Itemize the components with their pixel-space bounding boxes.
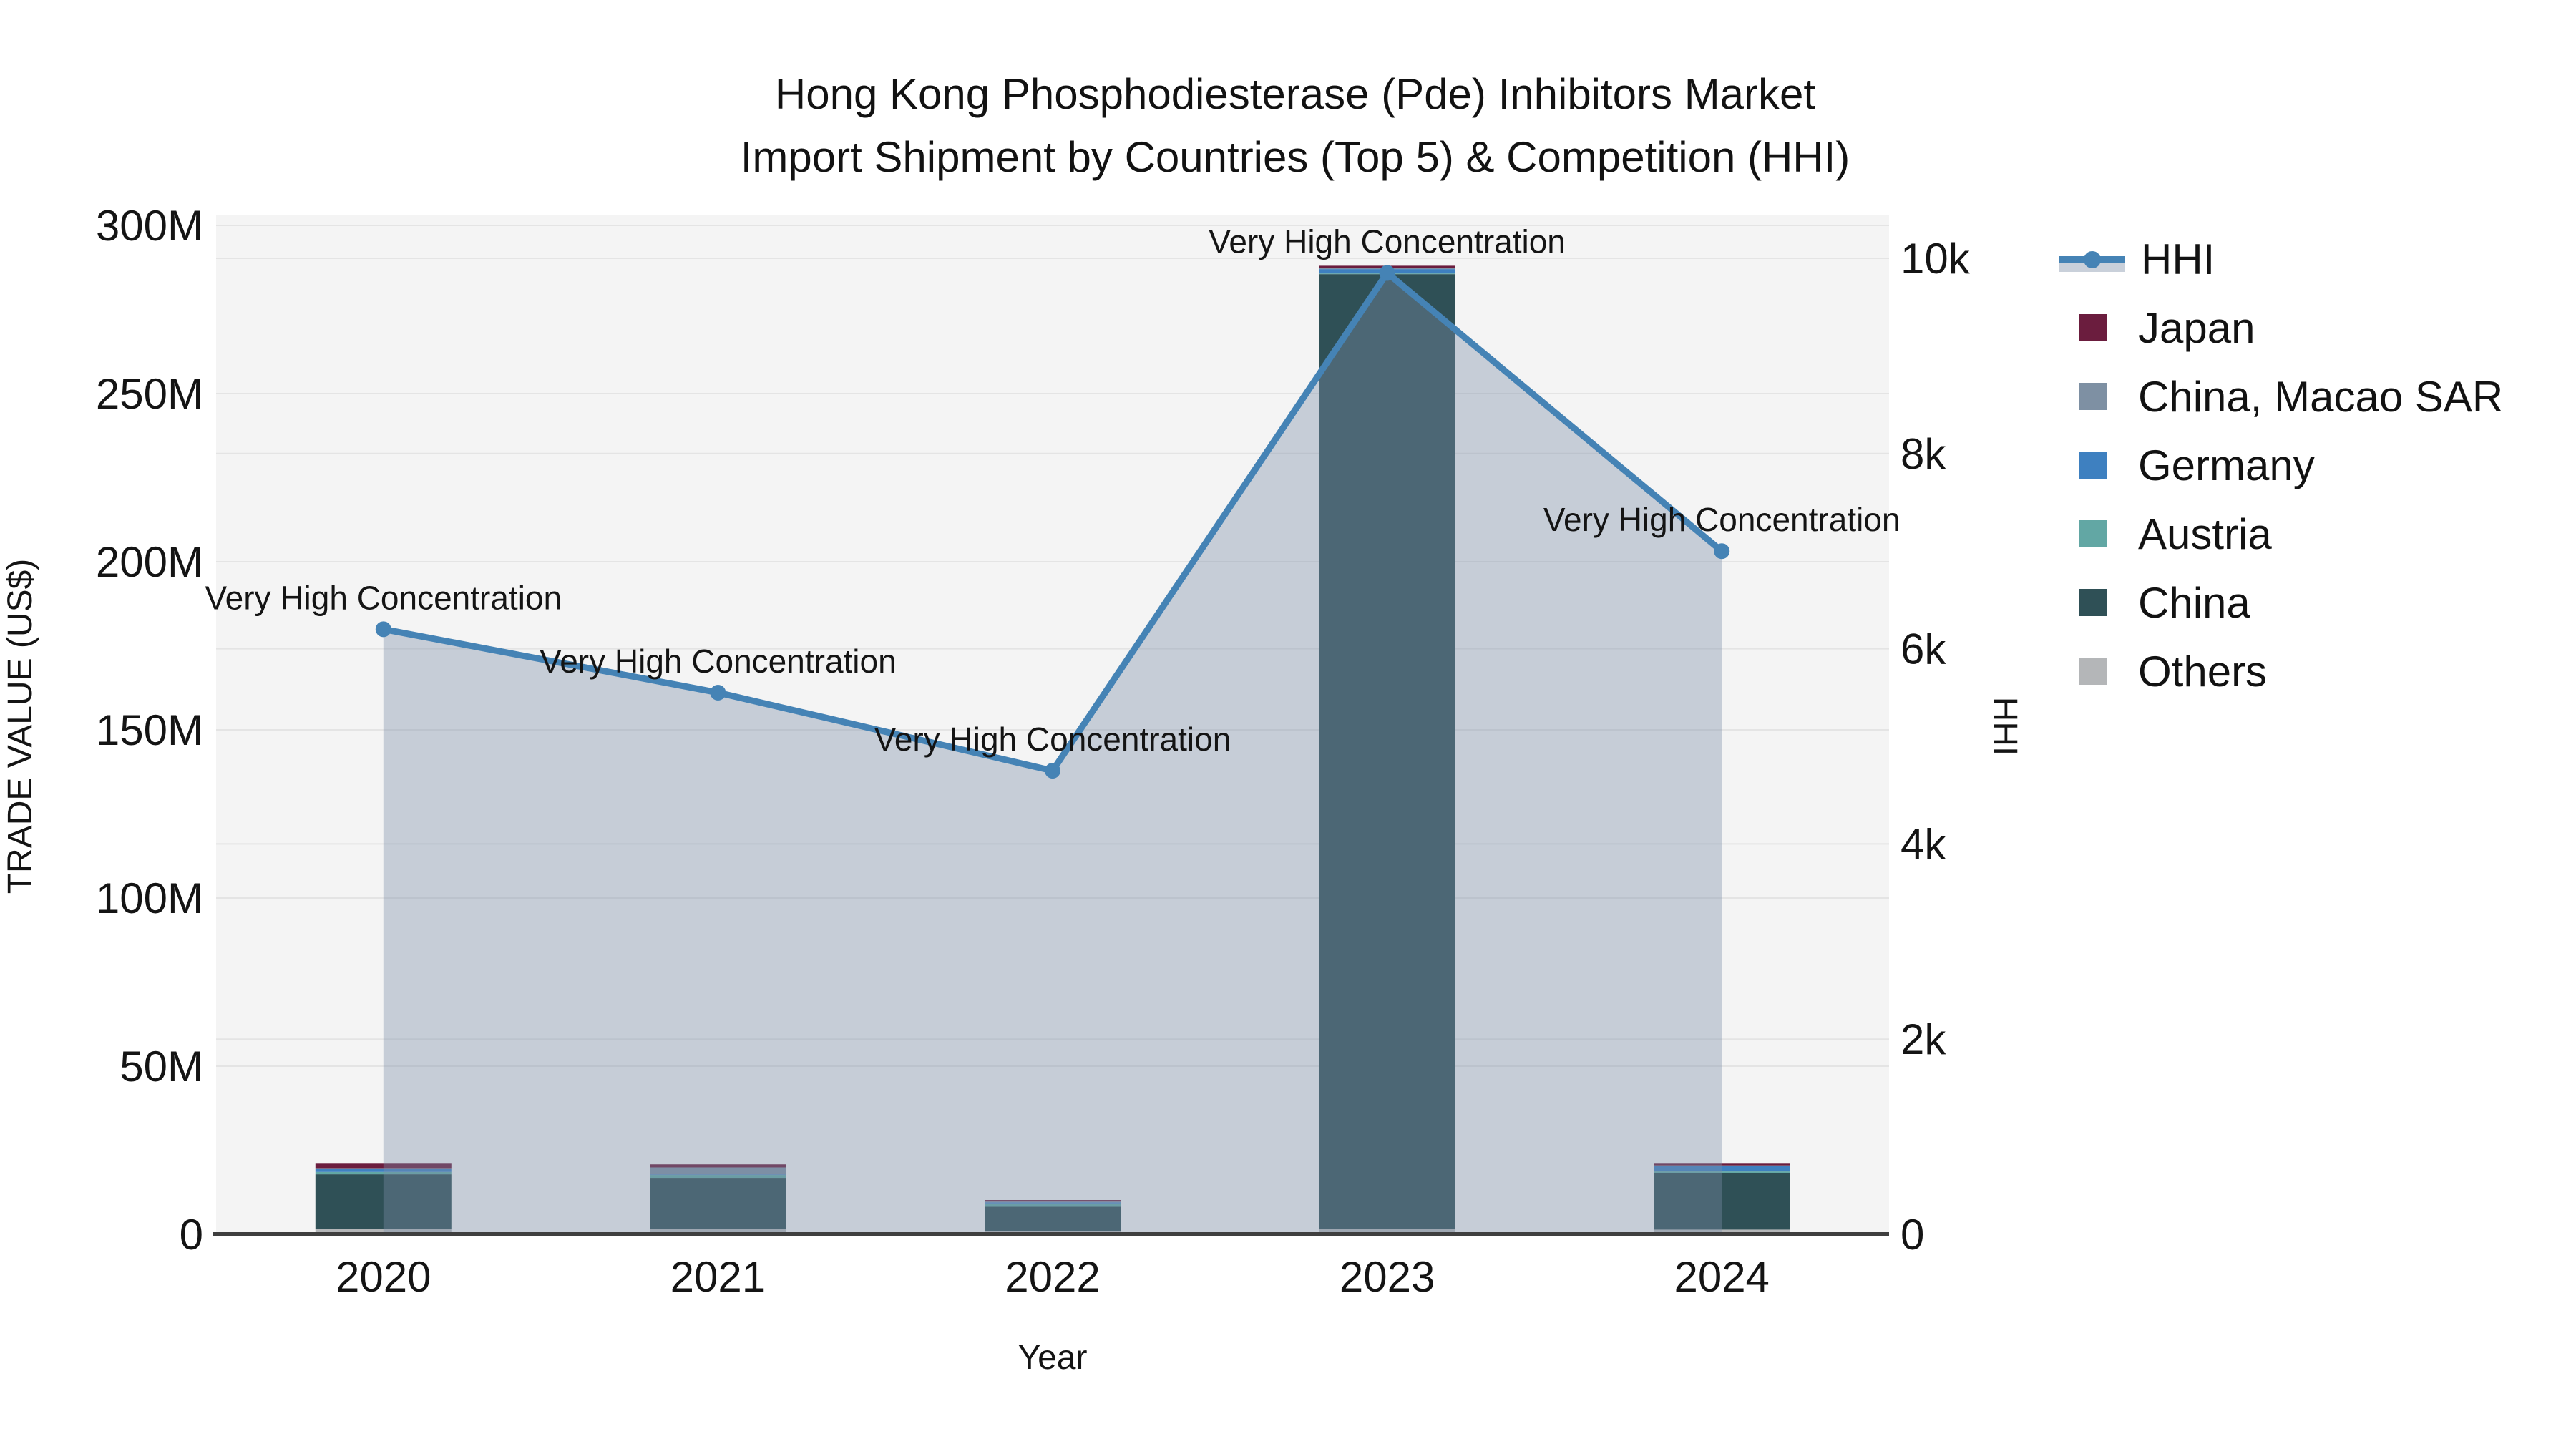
y-right-tick: 4k xyxy=(1901,820,1946,868)
legend-item-label: Japan xyxy=(2138,303,2255,352)
bar-segment-germany-2021[interactable] xyxy=(650,1174,786,1176)
legend-item-label: China, Macao SAR xyxy=(2138,372,2504,421)
x-tick: 2022 xyxy=(1005,1253,1100,1301)
bar-segment-germany-2020[interactable] xyxy=(315,1169,452,1172)
x-tick: 2021 xyxy=(670,1253,766,1301)
legend-item-hhi[interactable]: HHI xyxy=(2059,225,2503,293)
annotation-2020: Very High Concentration xyxy=(205,579,562,616)
legend-swatch-icon xyxy=(2079,589,2107,616)
bar-segment-china-macao-sar-2020[interactable] xyxy=(315,1168,452,1169)
bar-segment-japan-2024[interactable] xyxy=(1654,1163,1790,1166)
x-tick: 2020 xyxy=(336,1253,431,1301)
y-right-tick: 0 xyxy=(1901,1211,1924,1259)
bar-segment-austria-2024[interactable] xyxy=(1654,1171,1790,1173)
legend-item-germany[interactable]: Germany xyxy=(2059,431,2503,499)
hhi-point-2021[interactable] xyxy=(710,684,726,701)
bar-segment-china-2022[interactable] xyxy=(985,1206,1121,1231)
legend-item-others[interactable]: Others xyxy=(2059,637,2503,706)
y-left-tick: 150M xyxy=(96,706,203,754)
bar-segment-china-2024[interactable] xyxy=(1654,1172,1790,1230)
bar-segment-germany-2024[interactable] xyxy=(1654,1166,1790,1172)
chart-title: Hong Kong Phosphodiesterase (Pde) Inhibi… xyxy=(0,63,2576,189)
legend-item-label: Germany xyxy=(2138,441,2315,489)
legend-swatch-icon xyxy=(2079,452,2107,479)
y-left-tick: 0 xyxy=(180,1211,203,1259)
bar-segment-china-macao-sar-2021[interactable] xyxy=(650,1167,786,1175)
y-right-tick: 10k xyxy=(1901,235,1971,283)
annotation-2023: Very High Concentration xyxy=(1209,223,1566,260)
bar-segment-others-2021[interactable] xyxy=(650,1229,786,1234)
legend-item-label: HHI xyxy=(2141,235,2215,283)
x-tick: 2023 xyxy=(1340,1253,1435,1301)
y-left-tick: 300M xyxy=(96,202,203,250)
bar-segment-others-2023[interactable] xyxy=(1319,1229,1455,1234)
hhi-point-2020[interactable] xyxy=(375,621,391,638)
bar-segment-china-2020[interactable] xyxy=(315,1174,452,1229)
legend-swatch-icon xyxy=(2079,314,2107,341)
annotation-2024: Very High Concentration xyxy=(1543,501,1901,538)
bar-segment-austria-2021[interactable] xyxy=(650,1175,786,1179)
legend-item-label: Austria xyxy=(2138,509,2272,558)
legend-swatch-icon xyxy=(2079,383,2107,410)
chart-title-line1: Hong Kong Phosphodiesterase (Pde) Inhibi… xyxy=(774,70,1816,118)
x-tick: 2024 xyxy=(1674,1253,1769,1301)
y-left-tick: 100M xyxy=(96,874,203,922)
bar-segment-japan-2021[interactable] xyxy=(650,1164,786,1168)
chart-title-line2: Import Shipment by Countries (Top 5) & C… xyxy=(740,133,1850,181)
hhi-point-2024[interactable] xyxy=(1714,543,1730,560)
y-left-tick: 250M xyxy=(96,370,203,418)
x-axis-title: Year xyxy=(1018,1339,1088,1377)
legend: HHI Japan China, Macao SAR Germany Austria Ch… xyxy=(2059,225,2503,706)
legend-item-label: Others xyxy=(2138,647,2268,696)
legend-item-china[interactable]: China xyxy=(2059,568,2503,637)
hhi-point-2022[interactable] xyxy=(1045,763,1060,779)
bar-segment-austria-2022[interactable] xyxy=(985,1203,1121,1207)
plot-area xyxy=(216,215,1889,1234)
y-right-tick: 8k xyxy=(1901,430,1946,478)
annotation-2022: Very High Concentration xyxy=(874,721,1231,758)
legend-item-label: China xyxy=(2138,578,2250,627)
bar-segment-china-2021[interactable] xyxy=(650,1178,786,1229)
y-left-axis-title: TRADE VALUE (US$) xyxy=(1,559,39,894)
y-right-axis-title: HHI xyxy=(1986,697,2024,756)
y-left-tick: 200M xyxy=(96,538,203,586)
legend-item-japan[interactable]: Japan xyxy=(2059,293,2503,362)
bar-segment-austria-2020[interactable] xyxy=(315,1171,452,1175)
y-right-tick: 6k xyxy=(1901,625,1946,673)
y-left-tick: 50M xyxy=(119,1043,203,1091)
y-right-tick: 2k xyxy=(1901,1015,1946,1063)
legend-item-austria[interactable]: Austria xyxy=(2059,499,2503,568)
bar-segment-china-macao-sar-2022[interactable] xyxy=(985,1201,1121,1203)
bar-segment-germany-2022[interactable] xyxy=(985,1202,1121,1204)
bar-segment-japan-2022[interactable] xyxy=(985,1200,1121,1202)
legend-swatch-icon xyxy=(2079,658,2107,685)
hhi-area xyxy=(383,273,1722,1235)
hhi-point-2023[interactable] xyxy=(1379,265,1395,281)
bar-segment-china-2023[interactable] xyxy=(1319,274,1455,1229)
legend-item-china-macao-sar[interactable]: China, Macao SAR xyxy=(2059,362,2503,431)
hhi-line-legend-icon xyxy=(2059,240,2125,278)
bar-segment-japan-2020[interactable] xyxy=(315,1163,452,1169)
bar-segment-others-2024[interactable] xyxy=(1654,1229,1790,1234)
annotation-2021: Very High Concentration xyxy=(540,643,897,680)
legend-swatch-icon xyxy=(2079,520,2107,547)
bar-segment-others-2020[interactable] xyxy=(315,1229,452,1234)
